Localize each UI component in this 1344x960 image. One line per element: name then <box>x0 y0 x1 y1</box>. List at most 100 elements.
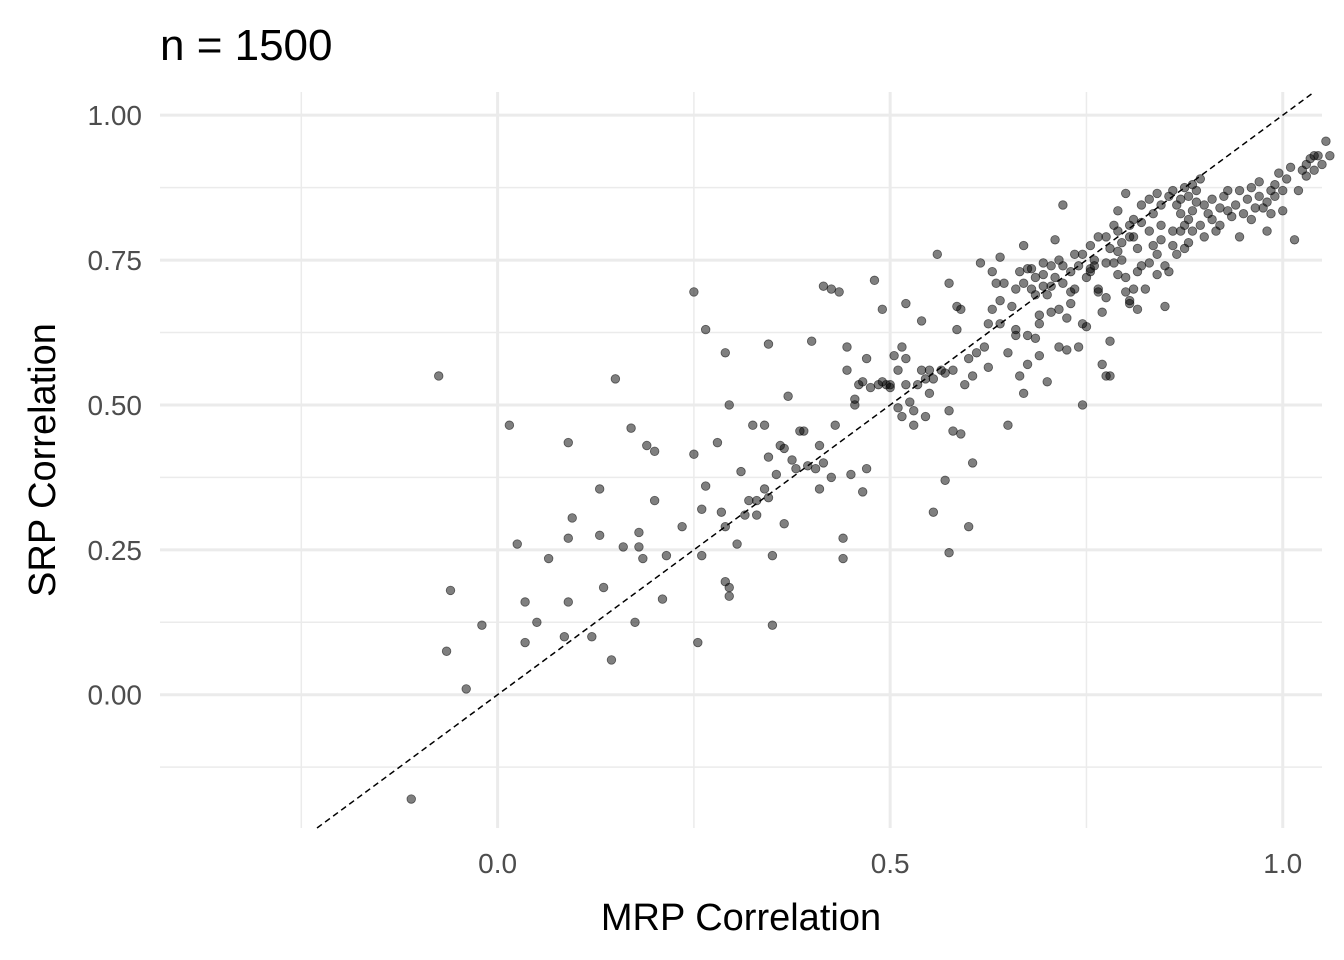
data-point <box>720 521 730 532</box>
data-point <box>995 295 1005 306</box>
y-tick-label: 0.00 <box>88 680 143 711</box>
data-point <box>1015 266 1025 277</box>
data-point <box>944 406 954 416</box>
data-point <box>1105 336 1115 346</box>
data-point <box>1030 333 1041 343</box>
data-point <box>512 539 522 549</box>
data-point <box>1144 258 1154 268</box>
data-point <box>1101 232 1111 242</box>
data-point <box>661 550 672 561</box>
data-point <box>759 420 770 430</box>
data-point <box>963 521 974 532</box>
data-point <box>1042 290 1052 300</box>
data-point <box>1062 313 1072 323</box>
data-point <box>983 362 994 372</box>
data-point <box>1054 255 1064 265</box>
data-point <box>826 472 836 483</box>
data-point <box>1278 185 1288 196</box>
data-point <box>610 374 621 384</box>
data-point <box>897 411 907 422</box>
data-point <box>1215 203 1225 213</box>
data-point <box>752 510 762 520</box>
data-point <box>846 469 856 480</box>
data-point <box>1223 185 1233 196</box>
data-point <box>1199 200 1209 210</box>
data-point <box>861 463 872 474</box>
data-point <box>1042 377 1052 387</box>
data-point <box>1175 194 1186 204</box>
data-point <box>1281 174 1292 184</box>
data-point <box>1077 249 1088 259</box>
data-point <box>767 550 778 561</box>
data-point <box>932 249 942 259</box>
data-point <box>1034 319 1045 329</box>
data-point <box>594 484 605 494</box>
data-point <box>677 521 687 532</box>
data-point <box>563 533 573 543</box>
data-point <box>1152 188 1162 199</box>
data-point <box>987 304 997 315</box>
data-point <box>1156 200 1166 210</box>
data-point <box>1242 194 1253 204</box>
data-point <box>1038 269 1048 280</box>
data-point <box>842 342 852 352</box>
data-point <box>1152 269 1162 280</box>
data-point <box>441 646 452 656</box>
data-point <box>857 377 868 387</box>
data-point <box>445 585 456 596</box>
data-point <box>724 582 734 593</box>
data-point <box>1136 217 1147 228</box>
data-point <box>1113 206 1123 216</box>
data-point <box>1148 209 1158 219</box>
data-point <box>1077 400 1088 410</box>
tick-labels: 0.0 0.5 1.0 0.00 0.25 0.50 0.75 1.00 <box>88 100 1303 879</box>
data-point <box>995 319 1005 329</box>
data-point <box>912 379 923 390</box>
data-point <box>689 287 699 297</box>
data-point <box>810 463 821 474</box>
data-point <box>618 542 628 552</box>
data-point <box>967 371 978 381</box>
data-point <box>1011 284 1021 294</box>
data-points <box>406 136 1335 804</box>
data-point <box>944 278 954 288</box>
data-point <box>1191 185 1202 196</box>
data-point <box>1195 220 1206 230</box>
data-point <box>1207 194 1217 204</box>
data-point <box>940 368 950 378</box>
data-point <box>649 446 660 457</box>
data-point <box>799 426 809 436</box>
data-point <box>897 342 907 352</box>
data-point <box>1022 330 1033 341</box>
data-point <box>740 510 750 520</box>
data-point <box>901 379 911 390</box>
data-point <box>1101 258 1111 268</box>
data-point <box>979 342 990 352</box>
data-point <box>1093 284 1103 294</box>
data-point <box>1199 232 1209 242</box>
data-point <box>434 371 444 381</box>
data-point <box>1058 200 1068 210</box>
data-point <box>1128 284 1139 294</box>
data-point <box>1034 350 1045 361</box>
data-point <box>759 484 770 494</box>
data-point <box>1321 136 1331 146</box>
data-point <box>1172 249 1182 259</box>
data-point <box>1124 232 1135 242</box>
data-point <box>1018 240 1029 251</box>
data-point <box>956 304 966 315</box>
data-point <box>861 353 872 364</box>
data-point <box>909 406 919 416</box>
data-point <box>1179 182 1190 193</box>
data-point <box>905 397 915 407</box>
data-point <box>700 324 711 335</box>
data-point <box>626 423 636 433</box>
data-point <box>1230 200 1241 210</box>
data-point <box>814 484 825 494</box>
data-point <box>834 287 844 297</box>
chart-title: n = 1500 <box>160 21 333 70</box>
data-point <box>924 388 935 399</box>
data-point <box>771 469 782 480</box>
data-point <box>1136 200 1147 210</box>
